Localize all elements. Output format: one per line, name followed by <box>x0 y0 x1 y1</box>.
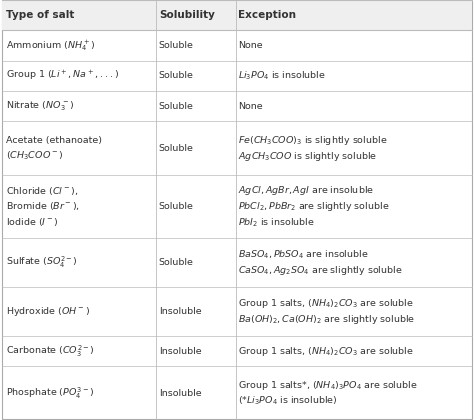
Text: Insoluble: Insoluble <box>159 307 201 316</box>
Text: Phosphate ($\mathit{PO_4^{3-}}$): Phosphate ($\mathit{PO_4^{3-}}$) <box>6 386 94 401</box>
Text: Group 1 salts, $\mathit{(NH_4)_2CO_3}$ are soluble: Group 1 salts, $\mathit{(NH_4)_2CO_3}$ a… <box>238 345 414 358</box>
Text: $\mathit{PbI_2}$ is insoluble: $\mathit{PbI_2}$ is insoluble <box>238 216 315 229</box>
Text: Soluble: Soluble <box>159 102 194 110</box>
Text: Ammonium ($\mathit{NH_4^+}$): Ammonium ($\mathit{NH_4^+}$) <box>6 38 95 53</box>
Bar <box>2 0 472 30</box>
Text: Group 1 salts*, $\mathit{(NH_4)_3PO_4}$ are soluble: Group 1 salts*, $\mathit{(NH_4)_3PO_4}$ … <box>238 379 418 392</box>
Text: Sulfate ($\mathit{SO_4^{2-}}$): Sulfate ($\mathit{SO_4^{2-}}$) <box>6 255 78 270</box>
Text: Soluble: Soluble <box>159 71 194 80</box>
Text: $\mathit{BaSO_4, PbSO_4}$ are insoluble: $\mathit{BaSO_4, PbSO_4}$ are insoluble <box>238 248 369 261</box>
Text: $\mathit{Ba(OH)_2, Ca(OH)_2}$ are slightly soluble: $\mathit{Ba(OH)_2, Ca(OH)_2}$ are slight… <box>238 313 415 326</box>
Text: Group 1 ($\mathit{Li^+, Na^+,...}$): Group 1 ($\mathit{Li^+, Na^+,...}$) <box>6 69 118 83</box>
Text: $\mathit{AgCl, AgBr, AgI}$ are insoluble: $\mathit{AgCl, AgBr, AgI}$ are insoluble <box>238 184 374 197</box>
Text: Hydroxide ($\mathit{OH^-}$): Hydroxide ($\mathit{OH^-}$) <box>6 305 90 318</box>
Text: None: None <box>238 41 263 50</box>
Text: Type of salt: Type of salt <box>6 10 74 20</box>
Text: Solubility: Solubility <box>159 10 215 20</box>
Text: Soluble: Soluble <box>159 258 194 267</box>
Text: Chloride ($\mathit{Cl^-}$),: Chloride ($\mathit{Cl^-}$), <box>6 184 78 197</box>
Text: Exception: Exception <box>238 10 296 20</box>
Text: $\mathit{AgCH_3COO}$ is slightly soluble: $\mathit{AgCH_3COO}$ is slightly soluble <box>238 150 377 163</box>
Text: Insoluble: Insoluble <box>159 346 201 356</box>
Text: Soluble: Soluble <box>159 202 194 211</box>
Text: Carbonate ($\mathit{CO_3^{2-}}$): Carbonate ($\mathit{CO_3^{2-}}$) <box>6 344 94 359</box>
Text: $\mathit{Fe(CH_3COO)_3}$ is slightly soluble: $\mathit{Fe(CH_3COO)_3}$ is slightly sol… <box>238 134 387 147</box>
Text: ($\mathit{CH_3COO^-}$): ($\mathit{CH_3COO^-}$) <box>6 150 63 163</box>
Text: Group 1 salts, $\mathit{(NH_4)_2CO_3}$ are soluble: Group 1 salts, $\mathit{(NH_4)_2CO_3}$ a… <box>238 297 414 310</box>
Text: Soluble: Soluble <box>159 41 194 50</box>
Text: (*$\mathit{Li_3PO_4}$ is insoluble): (*$\mathit{Li_3PO_4}$ is insoluble) <box>238 395 337 407</box>
Text: Nitrate ($\mathit{NO_3^-}$): Nitrate ($\mathit{NO_3^-}$) <box>6 100 74 113</box>
Text: Soluble: Soluble <box>159 144 194 152</box>
Text: Insoluble: Insoluble <box>159 388 201 398</box>
Text: Bromide ($\mathit{Br^-}$),: Bromide ($\mathit{Br^-}$), <box>6 200 80 213</box>
Text: Iodide ($\mathit{I^-}$): Iodide ($\mathit{I^-}$) <box>6 216 58 228</box>
Text: $\mathit{Li_3PO_4}$ is insoluble: $\mathit{Li_3PO_4}$ is insoluble <box>238 70 326 82</box>
Text: Acetate (ethanoate): Acetate (ethanoate) <box>6 136 102 144</box>
Text: $\mathit{PbCl_2, PbBr_2}$ are slightly soluble: $\mathit{PbCl_2, PbBr_2}$ are slightly s… <box>238 200 389 213</box>
Text: None: None <box>238 102 263 110</box>
Text: $\mathit{CaSO_4, Ag_2SO_4}$ are slightly soluble: $\mathit{CaSO_4, Ag_2SO_4}$ are slightly… <box>238 264 402 277</box>
